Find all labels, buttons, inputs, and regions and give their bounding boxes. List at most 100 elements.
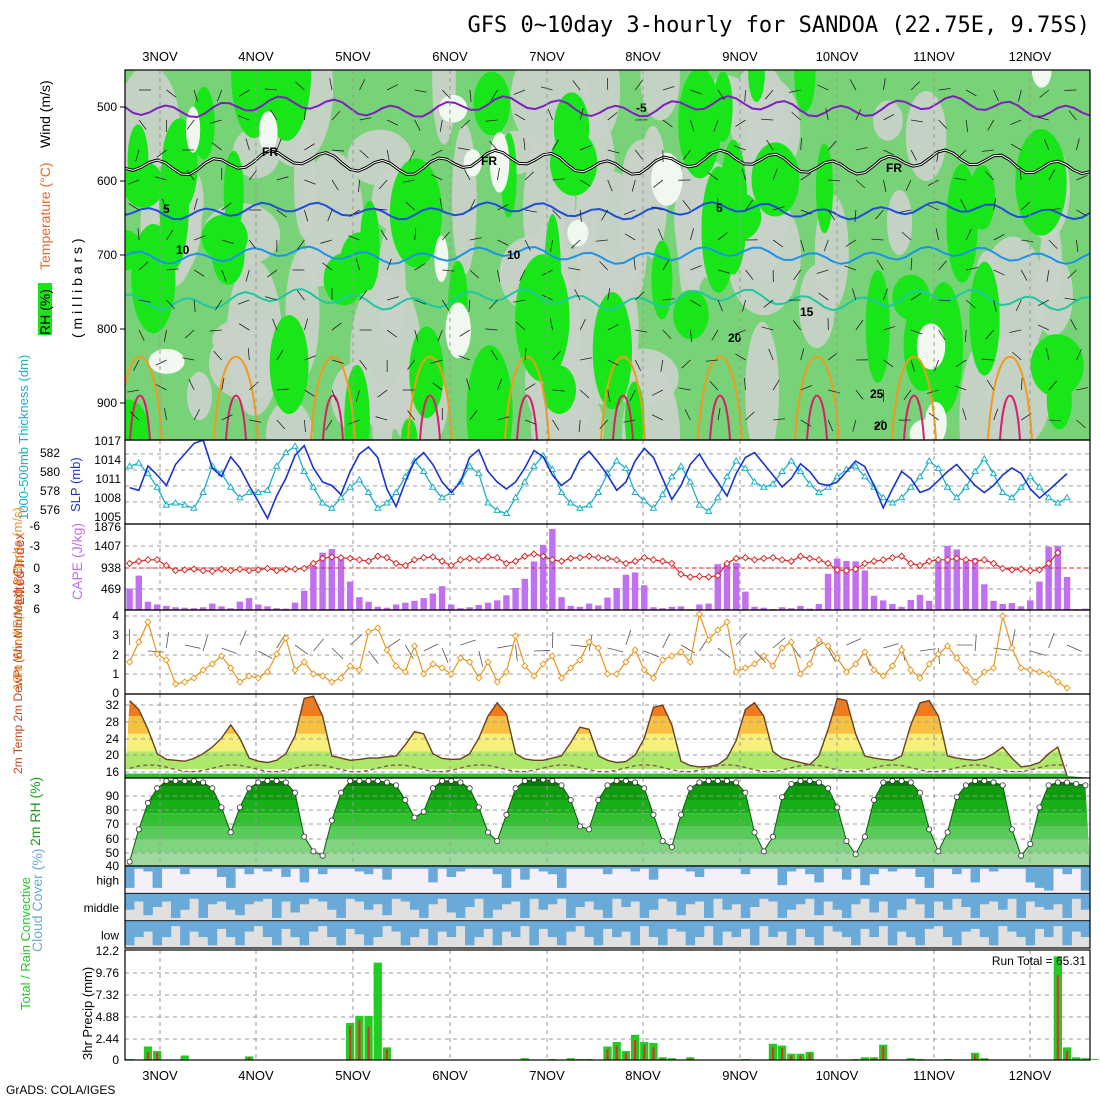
thickness-point <box>980 454 989 462</box>
cloud-cell <box>446 920 457 938</box>
wind-barb <box>265 296 277 301</box>
wind-barb <box>1064 297 1077 301</box>
cloud-cell <box>198 866 209 869</box>
rh-point <box>567 797 574 804</box>
rh-point <box>126 858 133 865</box>
lifted-point <box>594 553 603 562</box>
lifted-point <box>603 554 612 563</box>
wind-barb <box>919 648 936 652</box>
cloud-cell <box>262 893 273 899</box>
cape-bar <box>273 608 280 610</box>
cloud-cell <box>1007 866 1017 869</box>
cloud-cell <box>1053 920 1063 927</box>
bottom-date-label: 11NOV <box>913 1068 955 1083</box>
precip-total-bar <box>180 1055 189 1060</box>
wind-speed-point <box>907 666 915 674</box>
wind-barb <box>221 647 237 654</box>
wind-barb <box>766 139 774 151</box>
rh-point <box>1064 779 1071 786</box>
wind-barb <box>514 113 526 121</box>
lifted-point <box>897 552 906 560</box>
wind-barb <box>624 209 636 215</box>
wind-barb <box>579 209 582 222</box>
cloud-cell <box>694 920 705 938</box>
rh-point <box>1054 779 1061 786</box>
wind-barb <box>414 299 427 305</box>
wind-barb <box>883 78 886 91</box>
wind-barb <box>883 643 899 649</box>
wind-barb <box>497 416 510 421</box>
cloud-cell <box>924 920 935 929</box>
thickness-point <box>952 493 961 501</box>
lifted-point <box>208 567 217 576</box>
thickness-point <box>520 478 529 485</box>
lifted-point <box>282 565 290 573</box>
wind-barb <box>1038 299 1050 306</box>
wind-barb <box>237 299 250 305</box>
wind-barb <box>524 171 535 181</box>
wind-barb <box>844 265 856 271</box>
cloud-cell <box>906 893 916 899</box>
wind-barb <box>515 644 518 661</box>
wind-speed-point <box>778 644 786 652</box>
cloud-cell <box>860 893 870 899</box>
cape-bar <box>1054 545 1062 610</box>
cloud-cell <box>547 920 558 938</box>
cloud-cell <box>180 920 190 946</box>
cloud-cell <box>658 866 668 869</box>
bottom-date-label: 12NOV <box>1009 1068 1052 1083</box>
contour-25 <box>419 394 441 440</box>
cloud-cell <box>391 866 402 869</box>
wind-barb <box>985 329 995 340</box>
cloud-cell <box>593 920 604 946</box>
cape-bar <box>907 599 915 610</box>
rh-point <box>852 851 859 858</box>
wind-barb <box>469 199 476 211</box>
cloud-cell <box>575 920 585 927</box>
cloud-cell <box>511 920 521 938</box>
wind-barb <box>304 143 315 151</box>
thickness-point <box>1035 483 1044 490</box>
cloud-cell <box>1053 866 1063 869</box>
precip-conv-bar <box>367 1026 370 1060</box>
cloud-cell <box>621 920 631 932</box>
thickness-point <box>281 448 290 456</box>
thickness-point <box>309 483 318 490</box>
rh-point <box>512 785 519 792</box>
cloud-cell <box>474 893 484 899</box>
rh-point <box>264 778 271 784</box>
wind-barb <box>717 89 725 101</box>
wind-barb <box>156 149 167 158</box>
wind-speed-point <box>429 660 437 668</box>
cloud-cell <box>906 866 916 869</box>
cape-bar <box>374 606 381 610</box>
cloud-cover-panel: high middle low <box>84 865 1091 949</box>
rh-moist-region <box>127 124 149 198</box>
wind-barb <box>423 643 439 652</box>
cloud-cell <box>612 893 622 899</box>
run-total-label: Run Total = 65.31 <box>992 954 1087 968</box>
wind-barb <box>717 647 731 659</box>
wind-speed-point <box>833 654 841 662</box>
wind-barb <box>213 350 223 361</box>
thickness-point <box>474 469 483 477</box>
lifted-point <box>861 559 869 568</box>
rh-moist-region <box>466 345 513 440</box>
wind-barb <box>690 265 702 271</box>
wind-barb <box>127 179 140 185</box>
wind-barb <box>431 149 443 156</box>
wind-barb <box>193 409 200 421</box>
thickness-point <box>732 457 741 464</box>
rh-point <box>282 779 289 786</box>
wind-barb <box>166 268 179 271</box>
cloud-cell <box>437 893 447 899</box>
wind-barb <box>607 179 613 192</box>
rh-point <box>981 778 988 784</box>
cloud-cell <box>363 893 374 910</box>
rh-tick-label: 80 <box>106 803 120 817</box>
wind-barb <box>386 638 401 649</box>
wind-barb <box>409 149 416 161</box>
thickness-point <box>686 478 695 485</box>
rh-very-dry-region <box>916 323 946 370</box>
cape-lifted-panel: -6 -3 0 3 6 1876 1407 938 469 <box>29 519 1091 616</box>
